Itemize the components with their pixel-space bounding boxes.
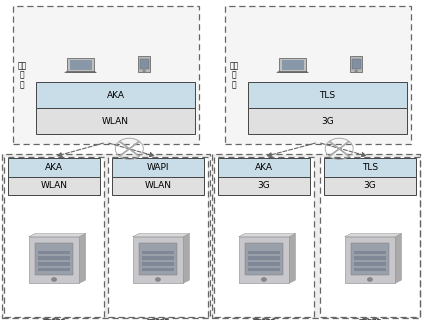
Text: 3G: 3G xyxy=(363,181,377,190)
Bar xyxy=(248,256,280,260)
Bar xyxy=(38,251,70,254)
Bar xyxy=(142,251,174,254)
Polygon shape xyxy=(395,234,402,283)
Bar xyxy=(354,251,386,254)
Bar xyxy=(38,256,70,260)
Bar xyxy=(218,177,310,195)
Bar xyxy=(351,243,389,275)
Polygon shape xyxy=(67,58,94,72)
Bar xyxy=(4,157,104,317)
Bar xyxy=(350,56,362,72)
Bar xyxy=(35,243,73,275)
Bar xyxy=(133,237,183,283)
Circle shape xyxy=(368,277,372,281)
Bar xyxy=(214,157,314,317)
Text: 终端
设
备: 终端 设 备 xyxy=(229,61,239,89)
Bar xyxy=(13,6,199,144)
Bar xyxy=(225,6,411,144)
Bar xyxy=(248,108,407,134)
Text: WLAN: WLAN xyxy=(145,181,171,190)
Text: TLS: TLS xyxy=(362,163,378,172)
Text: WLAN: WLAN xyxy=(102,117,129,126)
Circle shape xyxy=(143,70,145,72)
Bar xyxy=(214,157,314,317)
Bar xyxy=(139,59,149,69)
Bar xyxy=(354,268,386,271)
Bar xyxy=(248,82,407,108)
Bar xyxy=(38,268,70,271)
Bar xyxy=(38,262,70,266)
Bar xyxy=(354,262,386,266)
Bar xyxy=(248,268,280,271)
Bar xyxy=(248,251,280,254)
Bar xyxy=(2,154,210,318)
Bar xyxy=(8,177,100,195)
Polygon shape xyxy=(239,234,296,237)
Text: 网络服务提
供设备: 网络服务提 供设备 xyxy=(146,318,170,320)
Bar xyxy=(324,177,416,195)
Bar xyxy=(212,154,420,318)
Bar xyxy=(212,154,420,318)
Text: 3G: 3G xyxy=(321,117,334,126)
Bar xyxy=(112,177,204,195)
Text: AKA: AKA xyxy=(106,91,125,100)
Bar xyxy=(36,108,195,134)
Polygon shape xyxy=(133,234,190,237)
Bar xyxy=(70,60,92,70)
Bar xyxy=(320,157,420,317)
Bar xyxy=(29,237,79,283)
Text: WLAN: WLAN xyxy=(41,181,67,190)
Polygon shape xyxy=(79,234,86,283)
Text: AKA: AKA xyxy=(45,163,63,172)
Bar xyxy=(351,59,361,69)
Text: 3G: 3G xyxy=(257,181,271,190)
Polygon shape xyxy=(183,234,190,283)
Bar xyxy=(108,157,208,317)
Bar xyxy=(239,237,289,283)
Text: 终端
设
备: 终端 设 备 xyxy=(17,61,27,89)
Bar xyxy=(138,56,150,72)
Bar xyxy=(324,158,416,177)
Bar xyxy=(225,6,411,144)
Bar xyxy=(36,82,195,108)
Bar xyxy=(354,256,386,260)
Polygon shape xyxy=(29,234,86,237)
Bar xyxy=(142,256,174,260)
Circle shape xyxy=(355,70,357,72)
Text: AKA: AKA xyxy=(255,163,273,172)
Bar xyxy=(345,237,395,283)
Bar xyxy=(218,158,310,177)
Bar xyxy=(112,158,204,177)
Bar xyxy=(245,243,283,275)
Circle shape xyxy=(156,277,160,281)
Bar xyxy=(108,157,208,317)
Polygon shape xyxy=(289,234,296,283)
Bar xyxy=(142,268,174,271)
Text: TLS: TLS xyxy=(319,91,336,100)
Bar xyxy=(142,262,174,266)
Bar xyxy=(248,262,280,266)
Text: WAPI: WAPI xyxy=(147,163,169,172)
Bar xyxy=(2,154,210,318)
Circle shape xyxy=(262,277,266,281)
Bar xyxy=(139,243,177,275)
Bar xyxy=(13,6,199,144)
Bar xyxy=(282,60,304,70)
Polygon shape xyxy=(345,234,402,237)
Text: 网络服务提
供设备: 网络服务提 供设备 xyxy=(252,318,276,320)
Bar xyxy=(4,157,104,317)
Polygon shape xyxy=(279,58,306,72)
Circle shape xyxy=(52,277,56,281)
Text: 网络服务提
供设备: 网络服务提 供设备 xyxy=(42,318,66,320)
Text: 网络服务提
供设备: 网络服务提 供设备 xyxy=(358,318,382,320)
Bar xyxy=(320,157,420,317)
Bar xyxy=(8,158,100,177)
